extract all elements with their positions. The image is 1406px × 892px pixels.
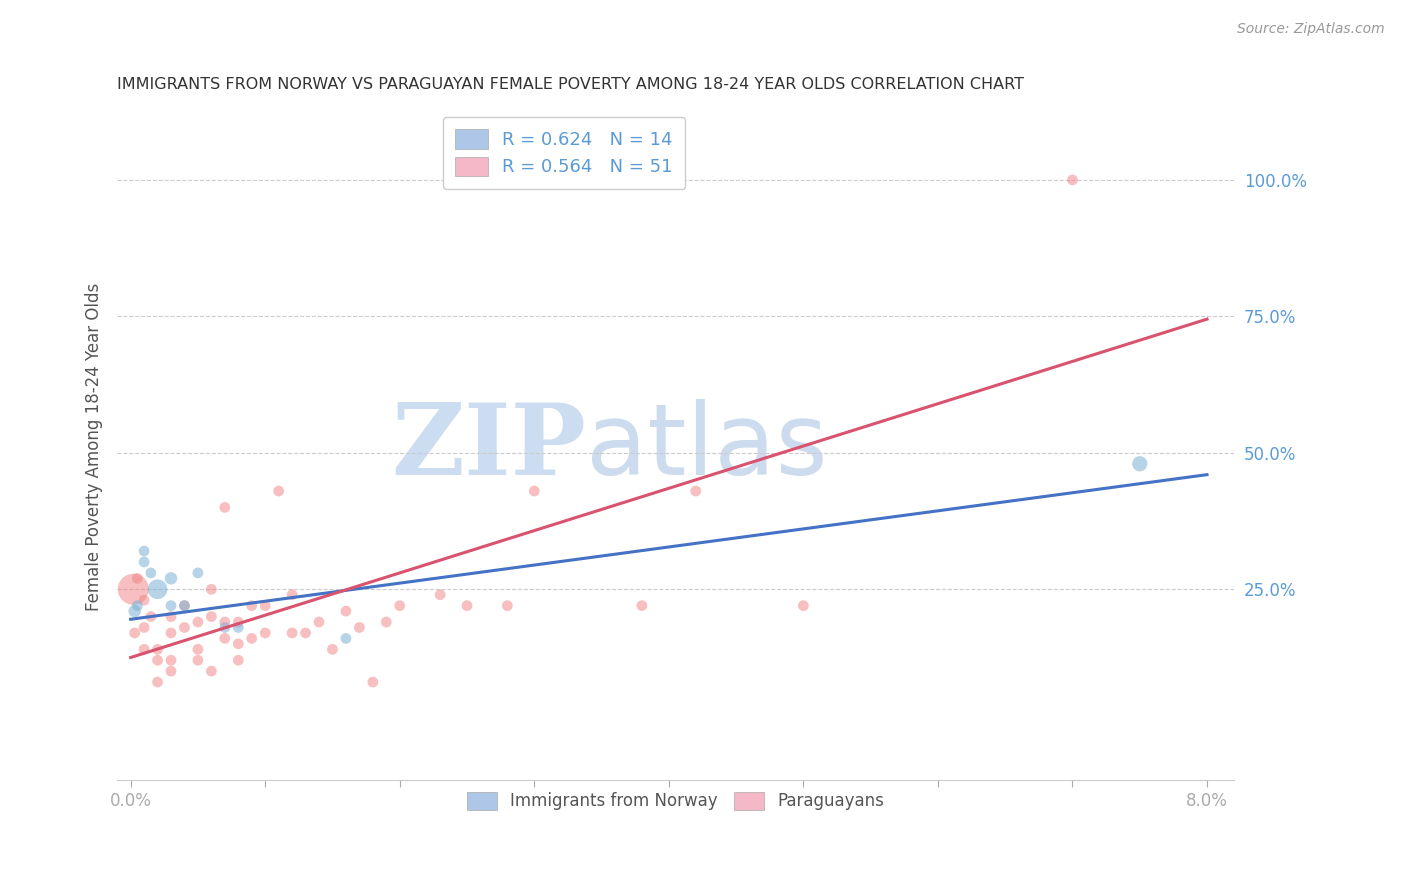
Point bbox=[226, 653, 249, 667]
Point bbox=[281, 626, 304, 640]
Point bbox=[226, 637, 249, 651]
Point bbox=[240, 632, 263, 646]
Point bbox=[281, 588, 304, 602]
Point bbox=[139, 566, 162, 580]
Point bbox=[132, 642, 155, 657]
Point bbox=[349, 620, 371, 634]
Point bbox=[127, 571, 149, 585]
Point bbox=[160, 571, 183, 585]
Point bbox=[139, 609, 162, 624]
Point bbox=[214, 500, 236, 515]
Point bbox=[124, 626, 146, 640]
Point bbox=[214, 620, 236, 634]
Point bbox=[200, 664, 222, 678]
Point bbox=[1129, 457, 1152, 471]
Point bbox=[132, 544, 155, 558]
Point bbox=[335, 632, 357, 646]
Point bbox=[388, 599, 411, 613]
Text: atlas: atlas bbox=[586, 399, 828, 496]
Point bbox=[146, 642, 169, 657]
Point bbox=[456, 599, 478, 613]
Point bbox=[187, 653, 209, 667]
Point bbox=[173, 599, 195, 613]
Point bbox=[173, 620, 195, 634]
Text: Source: ZipAtlas.com: Source: ZipAtlas.com bbox=[1237, 22, 1385, 37]
Point bbox=[127, 599, 149, 613]
Point bbox=[132, 620, 155, 634]
Y-axis label: Female Poverty Among 18-24 Year Olds: Female Poverty Among 18-24 Year Olds bbox=[86, 284, 103, 612]
Point bbox=[335, 604, 357, 618]
Point bbox=[254, 599, 277, 613]
Point bbox=[173, 599, 195, 613]
Point bbox=[160, 664, 183, 678]
Point bbox=[523, 483, 546, 498]
Point bbox=[375, 615, 398, 629]
Point bbox=[160, 609, 183, 624]
Point bbox=[146, 582, 169, 597]
Point bbox=[226, 620, 249, 634]
Point bbox=[132, 555, 155, 569]
Point bbox=[146, 653, 169, 667]
Point bbox=[122, 582, 145, 597]
Point bbox=[240, 599, 263, 613]
Point bbox=[200, 609, 222, 624]
Point bbox=[254, 626, 277, 640]
Point bbox=[160, 653, 183, 667]
Point bbox=[187, 615, 209, 629]
Point bbox=[267, 483, 290, 498]
Point bbox=[226, 615, 249, 629]
Legend: Immigrants from Norway, Paraguayans: Immigrants from Norway, Paraguayans bbox=[456, 780, 896, 822]
Text: ZIP: ZIP bbox=[391, 399, 586, 496]
Point bbox=[792, 599, 814, 613]
Point bbox=[214, 632, 236, 646]
Point bbox=[631, 599, 654, 613]
Point bbox=[160, 626, 183, 640]
Point bbox=[146, 675, 169, 690]
Point bbox=[321, 642, 343, 657]
Point bbox=[1062, 173, 1084, 187]
Point bbox=[429, 588, 451, 602]
Point bbox=[124, 604, 146, 618]
Point bbox=[187, 642, 209, 657]
Point bbox=[200, 582, 222, 597]
Point bbox=[160, 599, 183, 613]
Point bbox=[496, 599, 519, 613]
Point bbox=[132, 593, 155, 607]
Text: IMMIGRANTS FROM NORWAY VS PARAGUAYAN FEMALE POVERTY AMONG 18-24 YEAR OLDS CORREL: IMMIGRANTS FROM NORWAY VS PARAGUAYAN FEM… bbox=[117, 78, 1024, 93]
Point bbox=[294, 626, 316, 640]
Point bbox=[187, 566, 209, 580]
Point bbox=[361, 675, 384, 690]
Point bbox=[214, 615, 236, 629]
Point bbox=[308, 615, 330, 629]
Point bbox=[685, 483, 707, 498]
